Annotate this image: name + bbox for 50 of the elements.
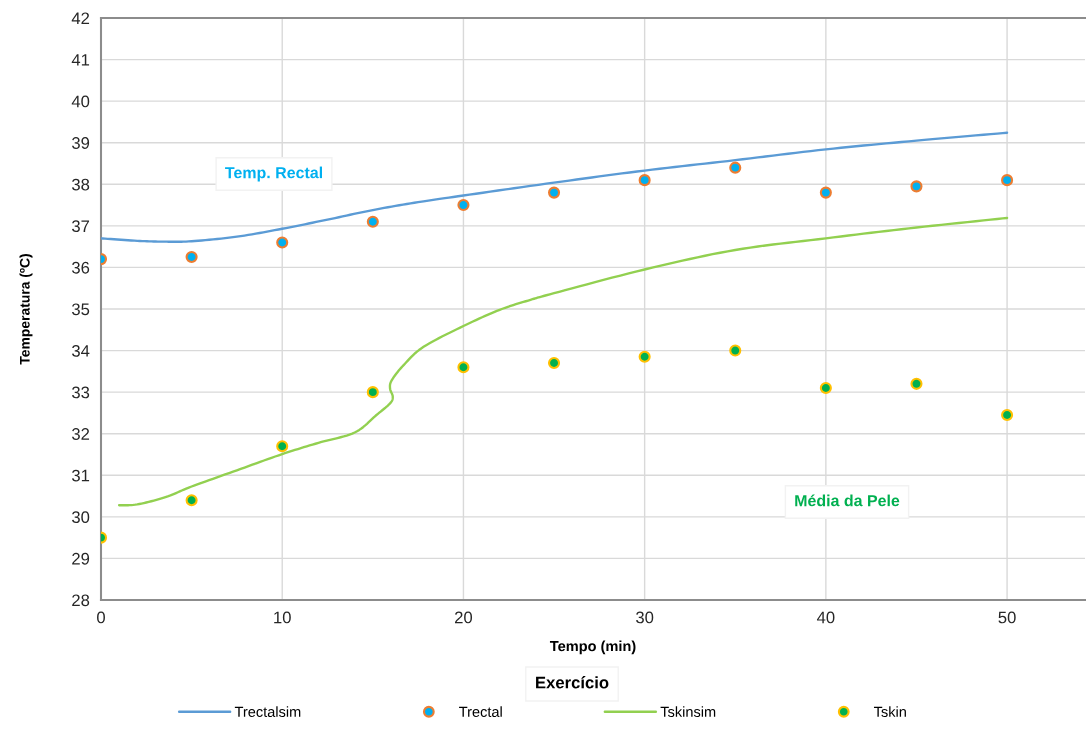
- point: [910, 377, 923, 390]
- x-tick-label: 50: [998, 611, 1016, 624]
- y-tick-label: 35: [71, 303, 90, 316]
- point: [638, 174, 651, 187]
- point: [819, 186, 832, 199]
- legend-label: Trectal: [459, 706, 502, 717]
- y-tick-label: 31: [71, 469, 90, 482]
- point: [729, 344, 742, 357]
- y-tick-label: 33: [71, 386, 90, 399]
- x-tick-label: 20: [455, 611, 473, 624]
- y-tick-label: 34: [71, 344, 90, 357]
- y-tick-label: 41: [71, 54, 90, 66]
- point: [1001, 174, 1014, 187]
- y-tick-label: 40: [71, 95, 90, 108]
- legend-label: Tskinsim: [660, 706, 716, 717]
- y-tick-label: 39: [71, 137, 90, 149]
- point: [457, 199, 470, 212]
- point: [729, 161, 742, 174]
- legend-label: Trectalsim: [234, 706, 301, 717]
- y-tick-label: 37: [71, 220, 90, 233]
- point: [547, 357, 561, 370]
- annotation: Temp. Rectal: [225, 166, 322, 182]
- point: [276, 236, 289, 249]
- point: [457, 361, 470, 374]
- point: [638, 350, 651, 363]
- y-tick-label: 36: [71, 261, 90, 274]
- y-tick-label: 30: [71, 511, 90, 524]
- y-tick-label: 32: [71, 428, 90, 440]
- y-tick-label: 28: [72, 594, 90, 607]
- text: Exercício: [536, 676, 609, 689]
- point: [366, 386, 379, 399]
- y-axis-title: Temperatura (ºC): [19, 254, 33, 365]
- point: [1001, 408, 1014, 422]
- legend-label: Tskin: [873, 706, 906, 717]
- y-tick-label: 29: [72, 552, 90, 565]
- annotation: Média da Pele: [795, 494, 900, 507]
- point: [276, 440, 289, 453]
- x-tick-label: 30: [636, 611, 654, 624]
- x-tick-label: 40: [816, 611, 835, 624]
- point: [819, 381, 832, 395]
- x-tick-label: 10: [274, 611, 291, 624]
- x-axis-title: Tempo (min): [549, 640, 636, 655]
- point: [185, 250, 198, 264]
- y-tick-label: 38: [71, 178, 90, 191]
- point: [366, 215, 379, 228]
- point: [547, 186, 561, 199]
- point: [910, 180, 923, 193]
- point: [185, 494, 198, 507]
- y-tick-label: 42: [71, 12, 90, 25]
- x-tick-label: 0: [97, 611, 105, 624]
